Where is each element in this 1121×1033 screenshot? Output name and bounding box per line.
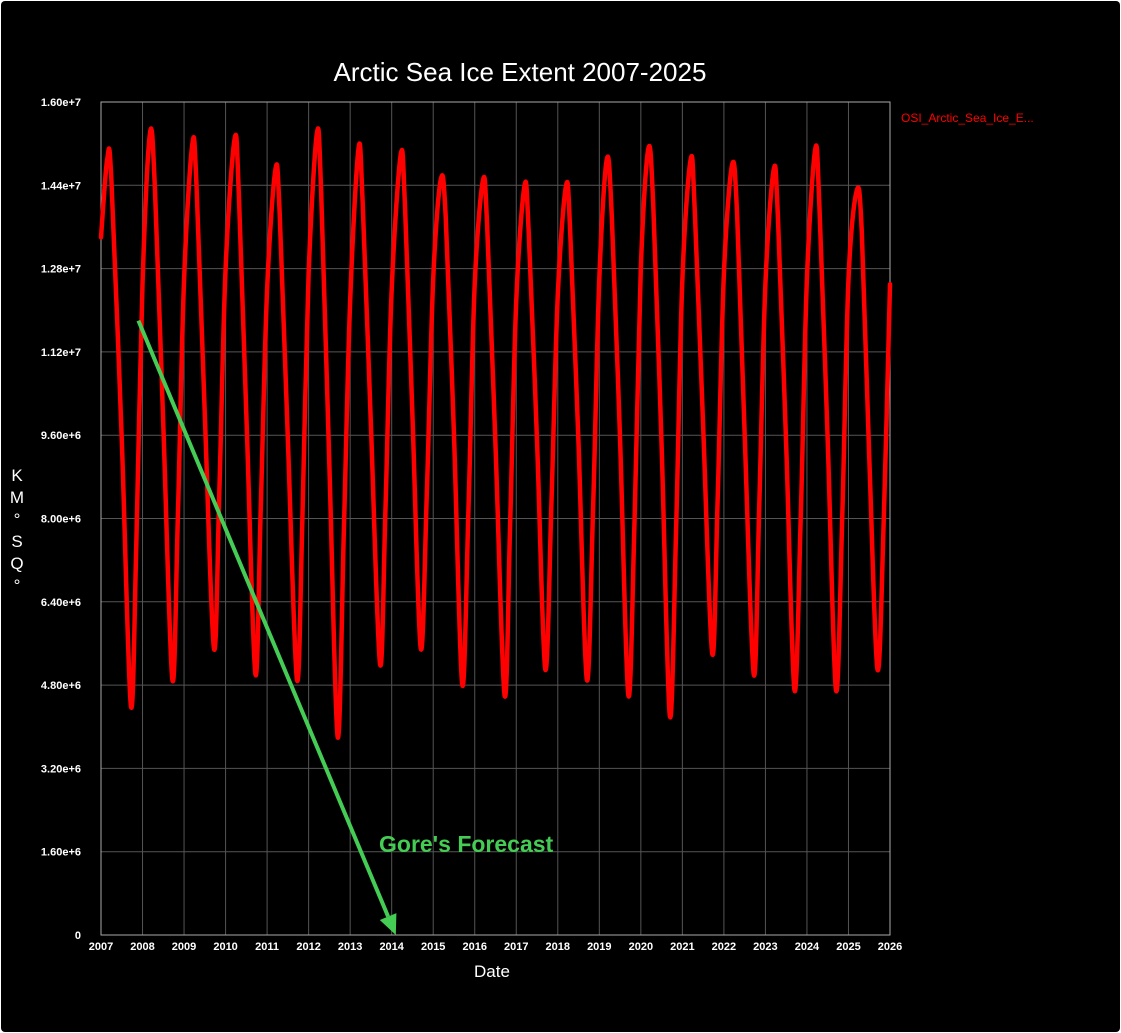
x-tick-label: 2008	[130, 941, 154, 953]
x-tick-label: 2014	[379, 941, 404, 953]
y-tick-label: 6.40e+6	[41, 597, 81, 609]
x-tick-label: 2009	[172, 941, 196, 953]
y-axis-label-char: °	[14, 576, 21, 595]
chart-title: Arctic Sea Ice Extent 2007-2025	[334, 57, 707, 87]
x-tick-label: 2011	[255, 941, 279, 953]
x-tick-label: 2019	[587, 941, 611, 953]
x-tick-label: 2015	[421, 941, 445, 953]
y-tick-labels: 0 1.60e+6 3.20e+6 4.80e+6 6.40e+6 8.00e+6 9.60…	[41, 97, 81, 942]
annotation-layer: Gore's Forecast	[136, 319, 554, 935]
x-tick-label: 2025	[836, 941, 860, 953]
y-axis-label: KM ° SQ °	[10, 466, 24, 595]
y-tick-label: 1.12e+7	[41, 347, 81, 359]
x-tick-label: 2016	[462, 941, 486, 953]
y-tick-label: 0	[75, 930, 81, 942]
y-tick-label: 1.60e+7	[41, 97, 81, 109]
y-axis-label-char: °	[14, 510, 21, 529]
series-layer	[98, 126, 893, 740]
y-tick-label: 1.28e+7	[41, 264, 81, 276]
forecast-annotation: Gore's Forecast	[379, 831, 554, 857]
x-axis-label: Date	[474, 962, 510, 981]
y-tick-label: 4.80e+6	[41, 680, 81, 692]
x-tick-labels: 2007 2008 2009 2010 2011 2012 2013 2014 2015 2016…	[89, 941, 902, 953]
x-tick-label: 2026	[878, 941, 902, 953]
x-tick-label: 2021	[670, 941, 694, 953]
x-tick-label: 2013	[338, 941, 362, 953]
x-tick-label: 2012	[296, 941, 320, 953]
forecast-arrow-line	[136, 319, 390, 918]
x-tick-label: 2007	[89, 941, 113, 953]
x-tick-label: 2010	[213, 941, 237, 953]
y-tick-label: 1.60e+6	[41, 847, 81, 859]
y-axis-label-char: S	[11, 532, 22, 551]
x-tick-label: 2023	[753, 941, 777, 953]
y-axis-label-char: M	[10, 488, 24, 507]
y-tick-label: 3.20e+6	[41, 763, 81, 775]
y-axis-label-char: Q	[10, 554, 23, 573]
y-tick-label: 8.00e+6	[41, 514, 81, 526]
series-line	[98, 126, 893, 740]
legend-series-name: OSI_Arctic_Sea_Ice_E...	[901, 111, 1034, 125]
y-axis-label-char: K	[11, 466, 23, 485]
x-tick-label: 2020	[629, 941, 653, 953]
x-tick-label: 2017	[504, 941, 528, 953]
forecast-arrow-head	[379, 913, 397, 935]
y-tick-label: 1.44e+7	[41, 180, 81, 192]
x-tick-label: 2024	[795, 941, 820, 953]
x-tick-label: 2018	[546, 941, 570, 953]
x-tick-label: 2022	[712, 941, 736, 953]
y-tick-label: 9.60e+6	[41, 430, 81, 442]
plot-border	[100, 101, 891, 936]
